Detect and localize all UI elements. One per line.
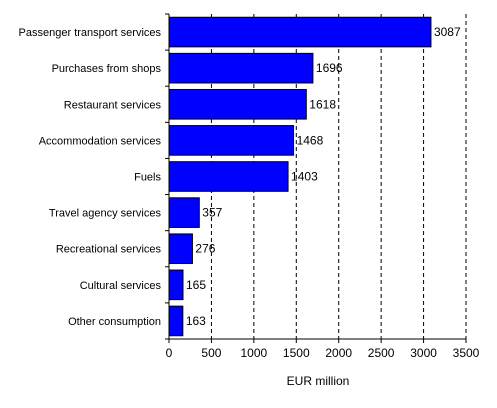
x-tick-label: 3000 [410,346,437,360]
data-label: 357 [202,206,222,220]
bar [168,233,193,265]
bar [168,161,289,192]
x-tick-label: 500 [201,346,221,360]
data-label: 1468 [297,133,324,147]
category-label: Cultural services [80,280,162,292]
data-label: 1403 [291,170,318,184]
bar [168,197,200,228]
x-tick-label: 1500 [283,346,310,360]
x-tick-label: 2500 [368,346,395,360]
bar [168,125,295,156]
category-label: Purchases from shops [52,63,162,75]
bar [168,269,184,301]
data-label: 276 [195,242,215,256]
bar [168,305,184,337]
data-label: 3087 [434,25,461,39]
category-label: Travel agency services [49,208,162,220]
category-label: Recreational services [56,244,162,256]
x-tick-label: 0 [166,346,173,360]
data-label: 1696 [316,61,343,75]
bar [168,88,307,120]
category-label: Passenger transport services [19,27,162,39]
category-label: Fuels [134,172,161,184]
category-label: Accommodation services [39,135,162,147]
bar [168,52,314,84]
x-tick-label: 3500 [453,346,480,360]
data-label: 1618 [309,97,336,111]
category-label: Restaurant services [64,99,162,111]
axes: 0 500 1000 1500 2000 2500 3000 3500 [165,13,480,360]
bar [168,16,432,48]
x-tick-label: 1000 [241,346,268,360]
x-tick-label: 2000 [325,346,352,360]
category-label: Other consumption [68,316,161,328]
labels: Passenger transport services 3087 Purchase… [19,25,461,328]
data-label: 163 [186,314,206,328]
x-axis-label: EUR million [287,374,350,388]
data-label: 165 [186,278,206,292]
